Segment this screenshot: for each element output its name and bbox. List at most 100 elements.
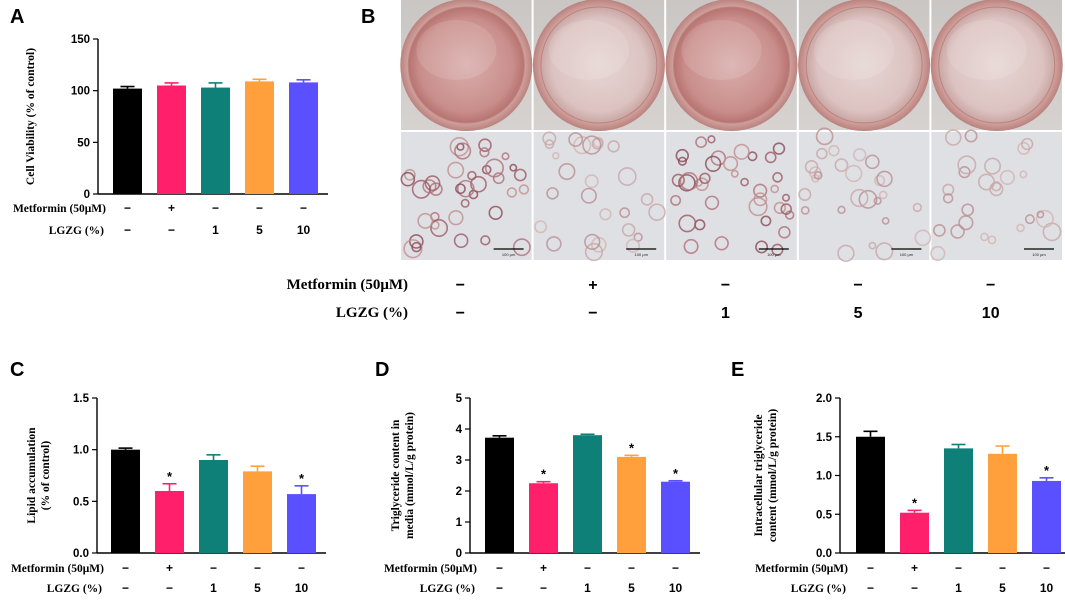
row-label-metformin: Metformin (50μM) (384, 563, 477, 575)
row-label-lgzg: LGZG (%) (47, 583, 102, 595)
chart-e: E 0.0 0.5 1.0 1.5 2.0 Intracellular triglyceri… (731, 359, 1065, 595)
dish-image-2 (532, 0, 665, 131)
dish-image-4 (798, 0, 931, 131)
panel-b-metformin-value: − (986, 277, 995, 294)
metformin-value: − (254, 561, 261, 575)
lgzg-value: − (540, 581, 547, 595)
significance-marker: * (167, 469, 173, 484)
metformin-value: − (584, 561, 591, 575)
lgzg-value: 5 (999, 581, 1006, 595)
lgzg-value: 5 (256, 223, 263, 237)
bar-5 (1032, 480, 1061, 553)
row-label-lgzg: LGZG (%) (420, 583, 475, 595)
metformin-value: − (496, 561, 503, 575)
panel-b-lgzg-value: 1 (721, 305, 730, 322)
metformin-value: − (1043, 561, 1050, 575)
lgzg-value: − (867, 581, 874, 595)
microscopy-image-4: 100 μm (798, 127, 932, 262)
row-label-lgzg: LGZG (%) (49, 225, 104, 237)
microscopy-image-1: 100 μm (400, 132, 532, 260)
bar-1 (856, 436, 885, 553)
lgzg-value: 1 (584, 581, 591, 595)
chart-c: C 0.0 0.5 1.0 1.5 Lipid accumulation (% of con… (10, 359, 326, 595)
lgzg-value: 1 (210, 581, 217, 595)
y-axis-label: Cell Viability (% of control) (25, 48, 37, 185)
y-tick-label: 0.0 (816, 548, 832, 560)
panel-label: A (10, 6, 24, 28)
bar-3 (573, 435, 602, 553)
bar-3 (199, 460, 228, 553)
bar-5 (287, 494, 316, 553)
panel-b-treatment-table: Metformin (50μM) LGZG (%) (287, 277, 408, 321)
significance-marker: * (541, 467, 547, 482)
metformin-value: − (124, 201, 131, 215)
dish-image-3 (665, 0, 798, 131)
metformin-value: − (867, 561, 874, 575)
y-tick-label: 50 (77, 137, 90, 149)
microscopy-image-5: 100 μm (930, 129, 1062, 261)
significance-marker: * (1044, 463, 1050, 478)
y-tick-label: 3 (456, 455, 462, 467)
metformin-value: − (256, 201, 263, 215)
significance-marker: * (673, 466, 679, 481)
bar-1 (113, 88, 142, 194)
y-tick-label: 2.0 (816, 393, 832, 405)
panel-b-metformin-value: − (456, 277, 465, 294)
lgzg-value: 10 (297, 223, 311, 237)
metformin-value: + (540, 561, 547, 575)
y-axis-label: Intracellular triglyceride content (mmol/… (753, 409, 779, 542)
lgzg-value: − (911, 581, 918, 595)
panel-label: D (375, 359, 389, 381)
panel-b-treatment-values: − − + − − 1 − 5 − 10 (456, 277, 1000, 322)
scale-bar-label: 100 μm (1032, 252, 1046, 257)
y-tick-label: 1.5 (73, 393, 90, 405)
bar-2 (900, 512, 929, 553)
chart-a: A 0 50 100 150 Cell Viability (% of control) −… (10, 6, 328, 237)
y-tick-label: 0.5 (816, 509, 833, 521)
scale-bar-label: 100 μm (900, 252, 914, 257)
row-label-metformin: Metformin (50μM) (13, 203, 106, 215)
bar-4 (245, 81, 274, 194)
dish-image-1 (400, 0, 533, 131)
bar-1 (111, 449, 140, 553)
microscopy-image-2: 100 μm (533, 131, 666, 262)
lgzg-value: 10 (669, 581, 683, 595)
panel-b-label: B (361, 6, 375, 28)
metformin-value: − (210, 561, 217, 575)
y-tick-label: 4 (456, 424, 463, 436)
chart-d: D 0 1 2 3 4 5 Triglyceride content in media (mmo… (375, 359, 700, 595)
panel-b-row-lgzg: LGZG (%) (336, 305, 408, 321)
lgzg-value: 1 (212, 223, 219, 237)
lgzg-value: − (496, 581, 503, 595)
panel-b-lgzg-value: 10 (982, 305, 1000, 322)
y-tick-label: 150 (71, 34, 90, 46)
lgzg-value: 10 (1040, 581, 1054, 595)
lgzg-value: − (124, 223, 131, 237)
metformin-value: − (122, 561, 129, 575)
metformin-value: − (999, 561, 1006, 575)
metformin-value: − (212, 201, 219, 215)
panel-b-row-metformin: Metformin (50μM) (287, 277, 408, 293)
lgzg-value: 10 (295, 581, 309, 595)
lgzg-value: 5 (628, 581, 635, 595)
y-tick-label: 100 (71, 86, 90, 98)
microscopy-images: 100 μm 100 μm 100 μm 100 μm 100 μm (400, 127, 1062, 262)
y-tick-label: 5 (456, 393, 463, 405)
y-tick-label: 1 (456, 517, 463, 529)
bar-3 (201, 87, 230, 194)
bar-2 (157, 85, 186, 194)
metformin-value: − (628, 561, 635, 575)
scale-bar-label: 100 μm (767, 252, 781, 257)
bar-charts: A 0 50 100 150 Cell Viability (% of control) −… (10, 6, 1065, 595)
row-label-metformin: Metformin (50μM) (11, 563, 104, 575)
panel-label: E (731, 359, 744, 381)
panel-b-lgzg-value: − (456, 305, 465, 322)
row-label-metformin: Metformin (50μM) (755, 563, 848, 575)
y-tick-label: 0 (84, 189, 90, 201)
metformin-value: + (168, 201, 175, 215)
lgzg-value: 5 (254, 581, 261, 595)
panel-b: B 100 μm 100 μm 100 μm 100 μm 100 μm Metform… (287, 0, 1063, 322)
metformin-value: − (955, 561, 962, 575)
panel-b-lgzg-value: − (588, 305, 597, 322)
row-label-lgzg: LGZG (%) (791, 583, 846, 595)
